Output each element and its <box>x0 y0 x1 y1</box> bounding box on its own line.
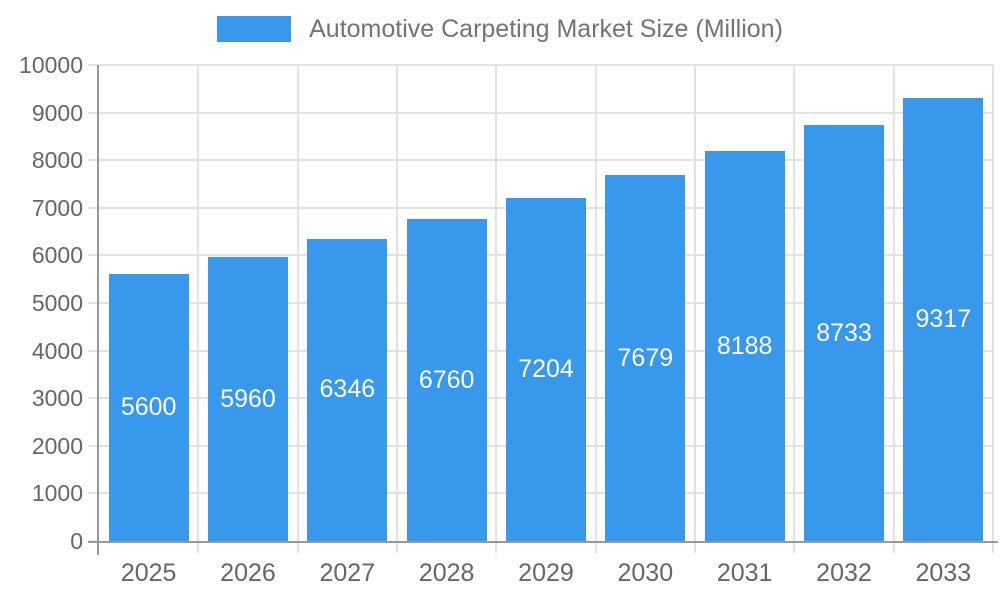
v-gridline <box>694 65 696 541</box>
x-tick <box>793 543 796 553</box>
x-tick-label: 2031 <box>716 559 773 587</box>
y-tick <box>88 111 99 114</box>
h-gridline <box>99 159 993 162</box>
y-tick-label: 10000 <box>19 52 83 78</box>
x-tick <box>992 543 994 553</box>
bar-value-label: 9317 <box>915 304 972 333</box>
v-gridline <box>892 65 895 541</box>
bar-value-label: 5960 <box>220 384 276 413</box>
v-gridline <box>495 65 498 541</box>
x-tick <box>892 543 895 553</box>
bar-value-label: 8188 <box>716 331 773 360</box>
v-gridline <box>992 65 994 541</box>
y-tick <box>88 206 99 209</box>
bar: 5960 <box>208 257 288 541</box>
y-tick-label: 5000 <box>31 290 83 316</box>
y-tick <box>88 397 99 400</box>
v-gridline <box>197 65 200 541</box>
bar-value-label: 6346 <box>319 375 376 404</box>
y-tick-label: 8000 <box>31 147 83 174</box>
bar-value-label: 7679 <box>617 343 674 372</box>
x-tick <box>495 543 498 553</box>
legend-label: Automotive Carpeting Market Size (Millio… <box>309 15 783 43</box>
bar: 5600 <box>108 274 189 541</box>
y-tick <box>88 444 99 447</box>
y-axis <box>97 65 99 555</box>
h-gridline <box>99 111 993 114</box>
bar: 9317 <box>903 97 984 541</box>
y-tick-label: 0 <box>70 528 83 554</box>
h-gridline <box>99 64 993 66</box>
bar: 8188 <box>704 151 785 541</box>
y-tick <box>88 254 99 257</box>
y-tick-label: 9000 <box>31 99 83 126</box>
v-gridline <box>296 65 299 541</box>
x-tick-label: 2025 <box>120 559 177 587</box>
y-tick-label: 4000 <box>31 337 83 364</box>
x-tick <box>396 543 398 553</box>
x-tick-label: 2028 <box>418 559 475 587</box>
bar: 7679 <box>605 175 686 541</box>
v-gridline <box>594 65 597 541</box>
y-tick <box>88 302 99 304</box>
y-tick-label: 7000 <box>31 194 83 221</box>
x-tick-label: 2029 <box>518 559 574 587</box>
x-tick-label: 2027 <box>319 559 376 587</box>
x-axis <box>88 541 998 543</box>
bar: 6760 <box>406 219 487 541</box>
y-tick-label: 6000 <box>31 242 83 269</box>
bar-value-label: 8733 <box>816 318 872 347</box>
x-tick <box>197 543 200 553</box>
legend-swatch <box>217 16 292 42</box>
y-tick <box>88 349 99 352</box>
x-tick <box>594 543 597 553</box>
x-tick-label: 2032 <box>816 559 872 587</box>
y-tick-label: 1000 <box>31 480 83 507</box>
y-tick <box>88 492 99 495</box>
bar: 7204 <box>506 198 586 541</box>
bar-value-label: 7204 <box>518 355 574 384</box>
x-tick <box>694 543 696 553</box>
y-tick <box>88 64 99 66</box>
x-tick-label: 2033 <box>915 559 972 587</box>
bar-value-label: 6760 <box>418 365 475 394</box>
bar-value-label: 5600 <box>120 393 177 422</box>
v-gridline <box>396 65 398 541</box>
x-tick-label: 2026 <box>220 559 276 587</box>
y-tick-label: 3000 <box>31 385 83 412</box>
y-tick-label: 2000 <box>31 432 83 459</box>
y-tick <box>88 159 99 162</box>
v-gridline <box>793 65 796 541</box>
bar: 6346 <box>307 238 388 541</box>
chart-legend: Automotive Carpeting Market Size (Millio… <box>0 14 1000 44</box>
x-tick-label: 2030 <box>617 559 674 587</box>
x-tick <box>296 543 299 553</box>
bar: 8733 <box>804 125 884 541</box>
